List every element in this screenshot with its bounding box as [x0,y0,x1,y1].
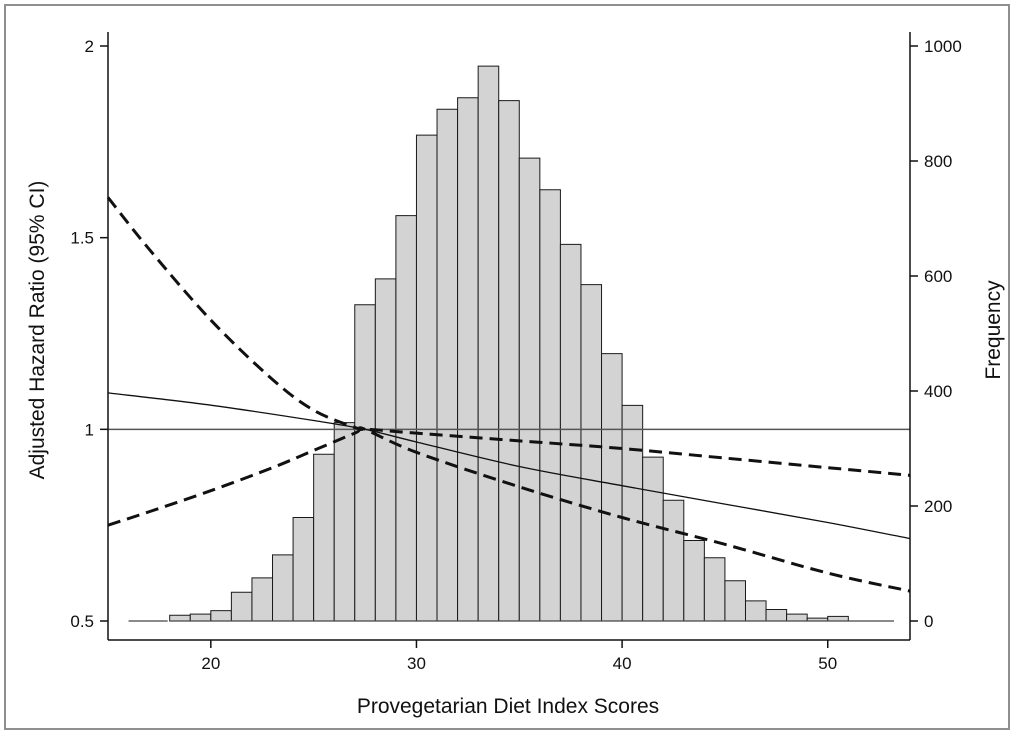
x-axis-label: Provegetarian Diet Index Scores [357,695,659,718]
reference-line-group [108,428,910,622]
x-tick-label: 20 [201,654,220,673]
histogram-bar [703,557,726,622]
axes [100,32,918,648]
hazard-ratio-line [107,392,911,540]
histogram-bar [498,100,520,622]
histogram-bar [251,577,274,622]
y-right-tick-label: 600 [924,267,952,286]
y-right-tick-label: 1000 [924,37,962,56]
x-tick-label: 40 [613,654,632,673]
histogram-bar [313,453,335,622]
histogram-bar [559,243,582,622]
histogram-bar [169,614,191,622]
x-tick-label: 30 [407,654,426,673]
y-axis-label-left: Adjusted Hazard Ratio (95% CI) [26,181,49,480]
histogram-bar [827,615,849,622]
histogram-bar [642,456,664,622]
histogram-bar [436,108,459,622]
histogram-bar [292,517,315,622]
histogram-bar [477,65,500,622]
y-left-tick-label: 2 [85,37,94,56]
histogram-bar [189,613,212,622]
histogram-bar [457,97,479,622]
y-right-tick-label: 0 [924,612,933,631]
confidence-bound-line-1 [106,196,911,593]
y-right-tick-label: 400 [924,382,952,401]
histogram-bar [210,610,232,622]
histogram-bar [621,404,644,622]
histogram-bar [539,189,561,622]
histogram-bar [786,613,808,622]
y-right-tick-label: 800 [924,152,952,171]
y-axis-label-right: Frequency [982,280,1005,380]
y-right-tick-label: 200 [924,497,952,516]
histogram-bars [169,65,849,622]
histogram-bar [662,499,685,622]
confidence-bound-line-2 [107,427,911,527]
histogram-bar [230,591,253,622]
y-left-tick-label: 1 [85,420,94,439]
histogram-bar [395,215,417,622]
x-tick-label: 50 [818,654,837,673]
y-left-tick-label: 1.5 [70,229,94,248]
histogram-bar [744,600,767,622]
histogram-bar [354,304,376,622]
histogram-bar [518,157,541,622]
y-left-tick-label: 0.5 [70,612,94,631]
histogram-bar [415,134,438,622]
histogram-bar [374,278,397,622]
histogram-bar [601,353,623,622]
histogram-bar [580,284,603,622]
histogram-bar [272,554,294,622]
histogram-bar [724,580,746,622]
histogram-bar [683,540,705,622]
hazard-curves [106,196,911,593]
histogram-bar [765,609,788,622]
histogram-bar [333,422,356,622]
